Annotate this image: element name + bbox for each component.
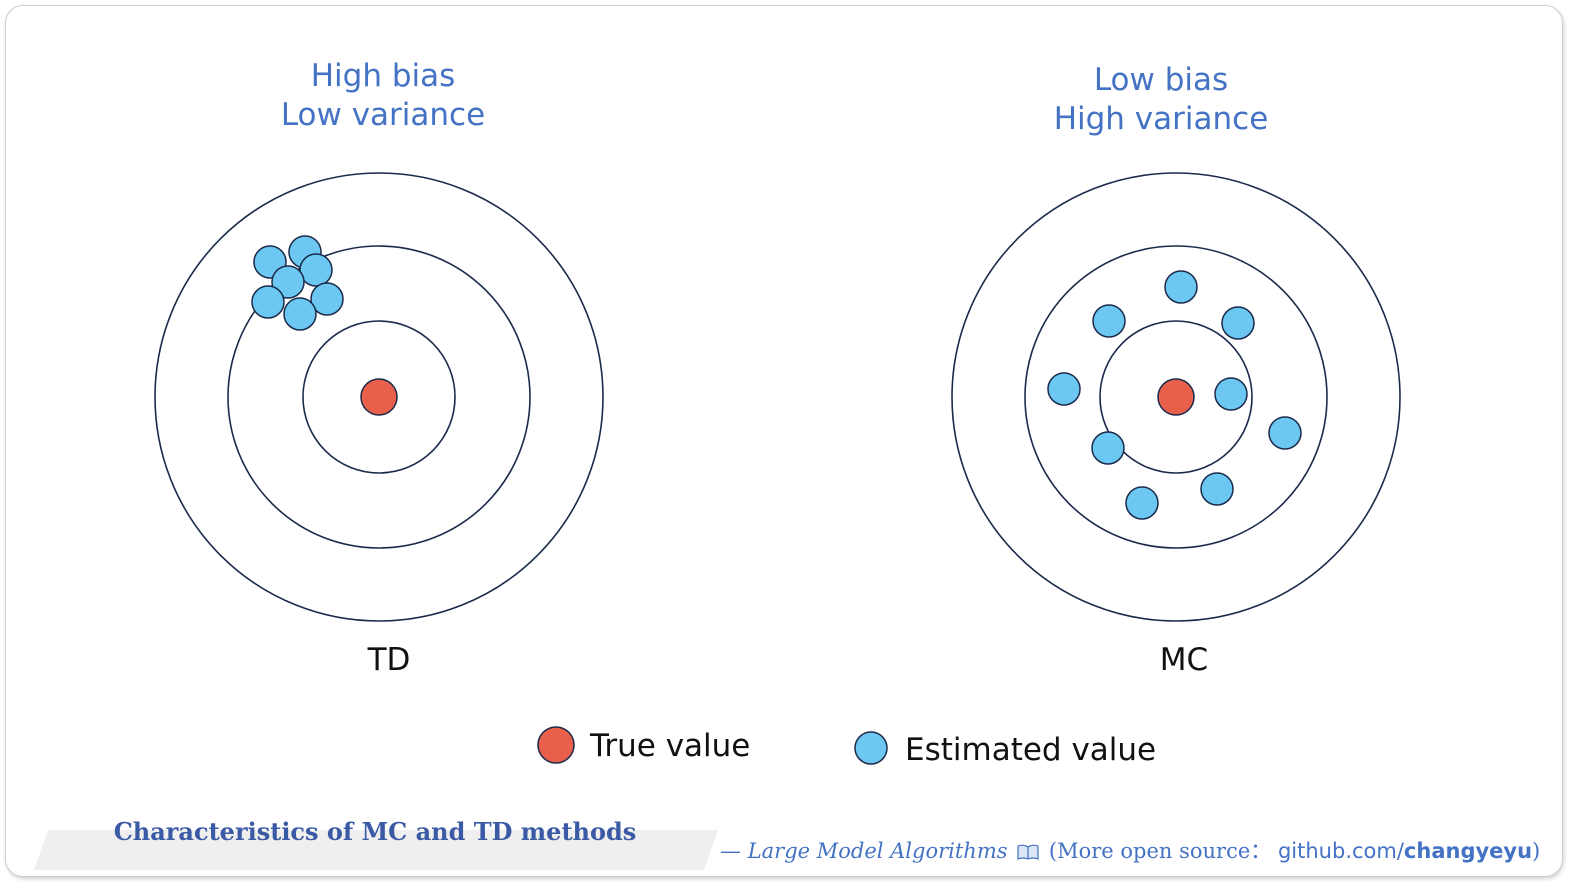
legend: True value Estimated value	[537, 726, 1156, 768]
mc-ring-1	[951, 172, 1401, 622]
td-estimated-value-point-4	[271, 265, 305, 299]
mc-ring-3	[1099, 320, 1253, 474]
book-title: Large Model Algorithms	[747, 839, 1008, 863]
td-target	[154, 172, 604, 622]
legend-estimated-value-label: Estimated value	[905, 732, 1156, 768]
td-true-value-point	[360, 378, 398, 416]
td-ring-1	[154, 172, 604, 622]
panel-td: High bias Low variance TD	[154, 58, 604, 678]
mc-estimated-value-point-5	[1214, 377, 1248, 411]
mc-estimated-value-point-1	[1164, 270, 1198, 304]
slide-frame	[5, 5, 1563, 877]
credit-suffix: )	[1532, 839, 1541, 863]
mc-heading-line-1: Low bias	[1094, 62, 1228, 98]
legend-estimated-value-swatch	[854, 731, 888, 765]
td-heading-line-2: Low variance	[281, 97, 485, 133]
panel-mc: Low bias High variance MC	[951, 62, 1401, 678]
caption-band	[34, 830, 718, 870]
mc-estimated-value-point-2	[1092, 304, 1126, 338]
open-book-icon	[1017, 844, 1039, 860]
credit-dash: —	[720, 839, 741, 863]
caption-title: Characteristics of MC and TD methods	[113, 817, 637, 846]
td-method-label: TD	[367, 642, 411, 678]
td-ring-2	[227, 245, 531, 549]
mc-ring-2	[1024, 245, 1328, 549]
mc-true-value-point	[1157, 378, 1195, 416]
mc-target	[951, 172, 1401, 622]
td-estimated-value-point-3	[299, 253, 333, 287]
mc-estimated-value-point-6	[1268, 416, 1302, 450]
mc-estimated-value-point-4	[1047, 372, 1081, 406]
repo-user[interactable]: changyeyu	[1403, 839, 1533, 863]
mc-estimated-value-point-9	[1125, 486, 1159, 520]
mc-estimated-value-point-8	[1200, 472, 1234, 506]
mc-estimated-value-point-3	[1221, 306, 1255, 340]
repo-host[interactable]: github.com/	[1277, 839, 1404, 863]
legend-true-value-swatch	[537, 726, 575, 764]
more-open-source-text: (More open source：	[1048, 839, 1272, 863]
td-heading-line-1: High bias	[311, 58, 456, 94]
mc-method-label: MC	[1160, 642, 1208, 678]
legend-true-value-label: True value	[589, 728, 750, 764]
td-ring-3	[302, 320, 456, 474]
mc-estimated-value-point-7	[1091, 431, 1125, 465]
mc-heading-line-2: High variance	[1054, 101, 1269, 137]
td-estimated-value-point-5	[251, 285, 285, 319]
credit-line: — Large Model Algorithms (More open sour…	[720, 835, 1540, 865]
td-estimated-value-point-7	[283, 297, 317, 331]
td-estimated-value-point-6	[310, 282, 344, 316]
